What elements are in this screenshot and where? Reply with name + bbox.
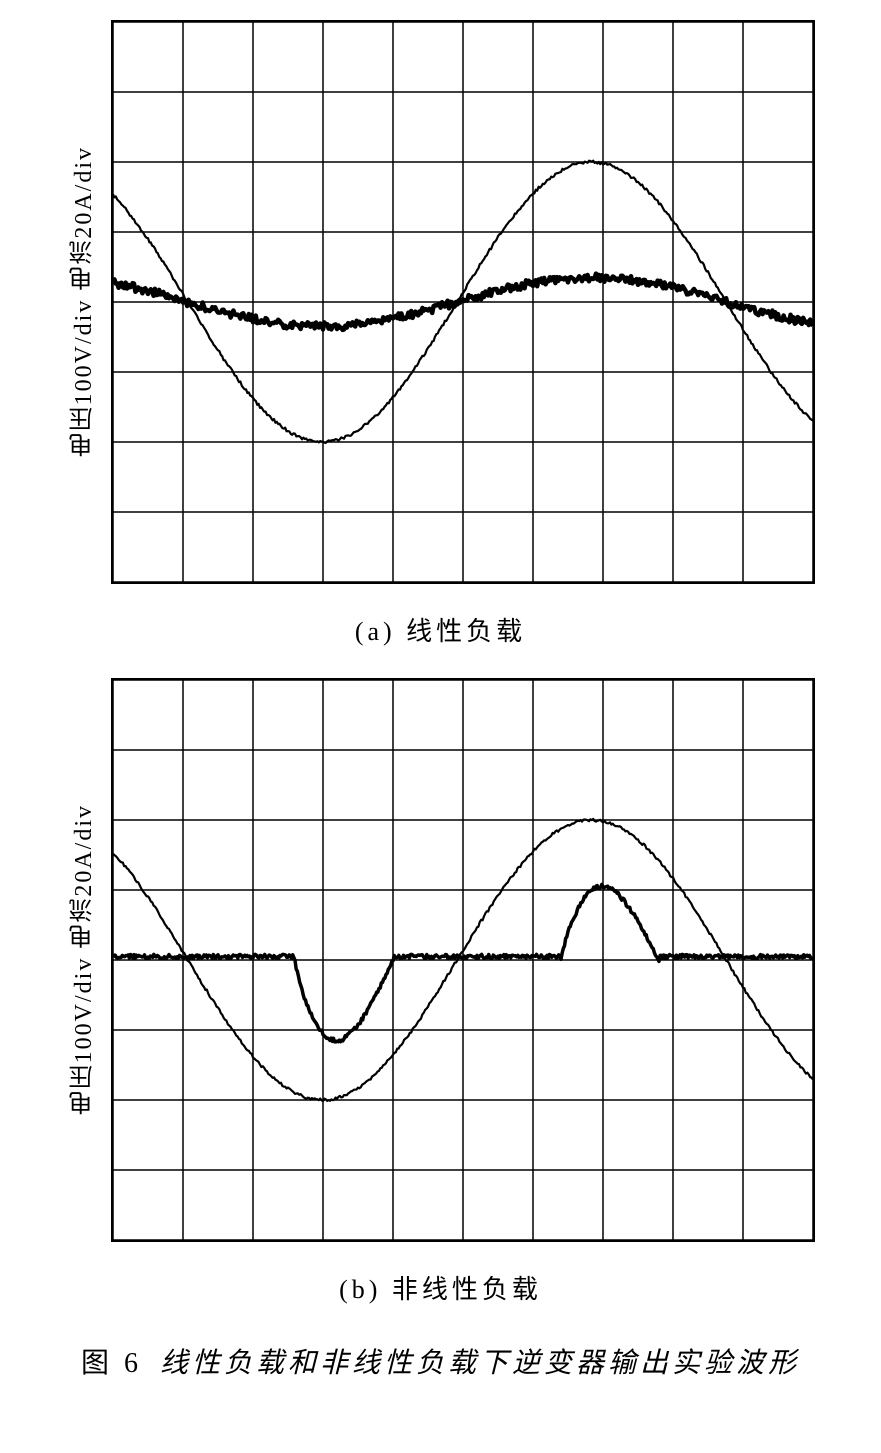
chart-a-block: 电压100V/div 电流20A/div bbox=[66, 20, 815, 584]
chart-b-ylabel: 电压100V/div 电流20A/div bbox=[66, 804, 101, 1115]
main-caption: 图 6 线性负载和非线性负载下逆变器输出实验波形 bbox=[81, 1341, 800, 1381]
subcaption-b: (b) 非线性负载 bbox=[339, 1269, 542, 1306]
figure-container: 电压100V/div 电流20A/div (a) 线性负载 电压100V/div… bbox=[41, 20, 841, 1381]
chart-a-ylabel: 电压100V/div 电流20A/div bbox=[66, 146, 101, 457]
oscilloscope-chart-a bbox=[111, 20, 815, 584]
subcaption-a: (a) 线性负载 bbox=[355, 611, 526, 648]
chart-b-block: 电压100V/div 电流20A/div bbox=[66, 678, 815, 1242]
figure-number: 图 6 bbox=[81, 1348, 142, 1379]
figure-caption-text: 线性负载和非线性负载下逆变器输出实验波形 bbox=[160, 1348, 800, 1379]
oscilloscope-chart-b bbox=[111, 678, 815, 1242]
